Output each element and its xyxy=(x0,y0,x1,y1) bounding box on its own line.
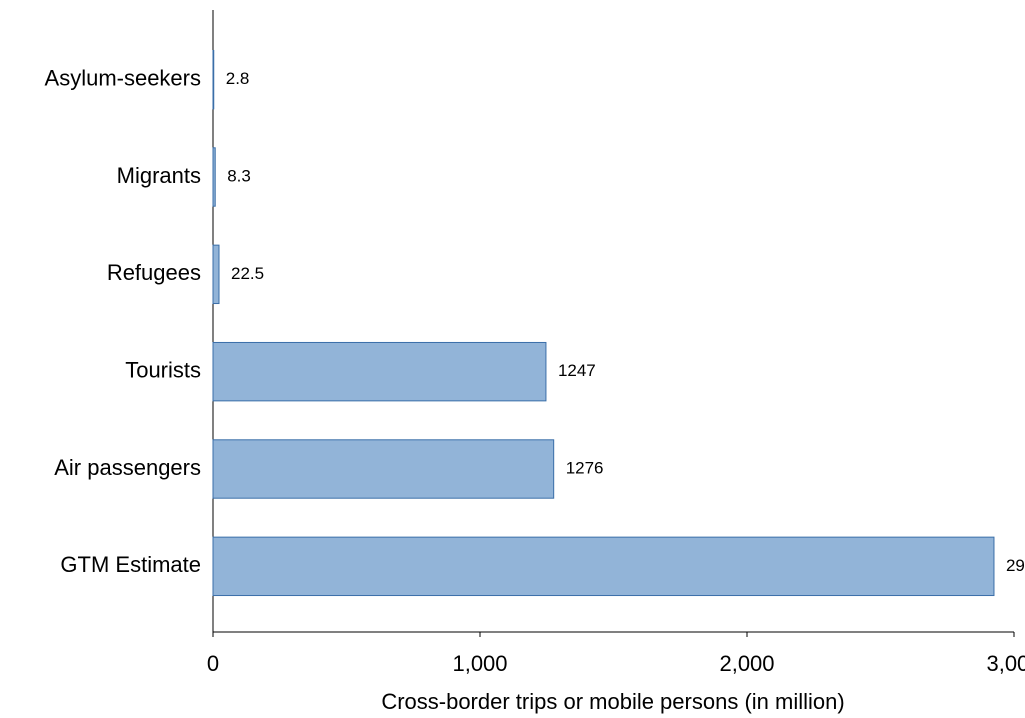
x-tick-label: 0 xyxy=(207,651,219,676)
bar xyxy=(212,341,547,402)
bar xyxy=(212,439,555,499)
value-label: 8.3 xyxy=(227,166,251,185)
value-label: 1247 xyxy=(558,361,596,380)
value-label: 2.8 xyxy=(226,69,250,88)
y-tick-label: GTM Estimate xyxy=(60,552,201,577)
bar xyxy=(212,536,995,597)
x-tick-label: 3,000 xyxy=(986,651,1025,676)
value-label: 1276 xyxy=(566,458,604,477)
bar xyxy=(212,49,215,110)
y-tick-label: Air passengers xyxy=(54,455,201,480)
x-tick-label: 2,000 xyxy=(719,651,774,676)
y-tick-label: Tourists xyxy=(125,357,201,382)
value-label: 2925 xyxy=(1006,556,1025,575)
bar xyxy=(212,147,216,207)
y-tick-label: Asylum-seekers xyxy=(45,65,201,90)
value-label: 22.5 xyxy=(231,264,264,283)
bar xyxy=(212,244,220,305)
x-axis-title: Cross-border trips or mobile persons (in… xyxy=(381,689,844,714)
x-tick-label: 1,000 xyxy=(452,651,507,676)
y-tick-label: Migrants xyxy=(117,163,201,188)
y-tick-label: Refugees xyxy=(107,260,201,285)
